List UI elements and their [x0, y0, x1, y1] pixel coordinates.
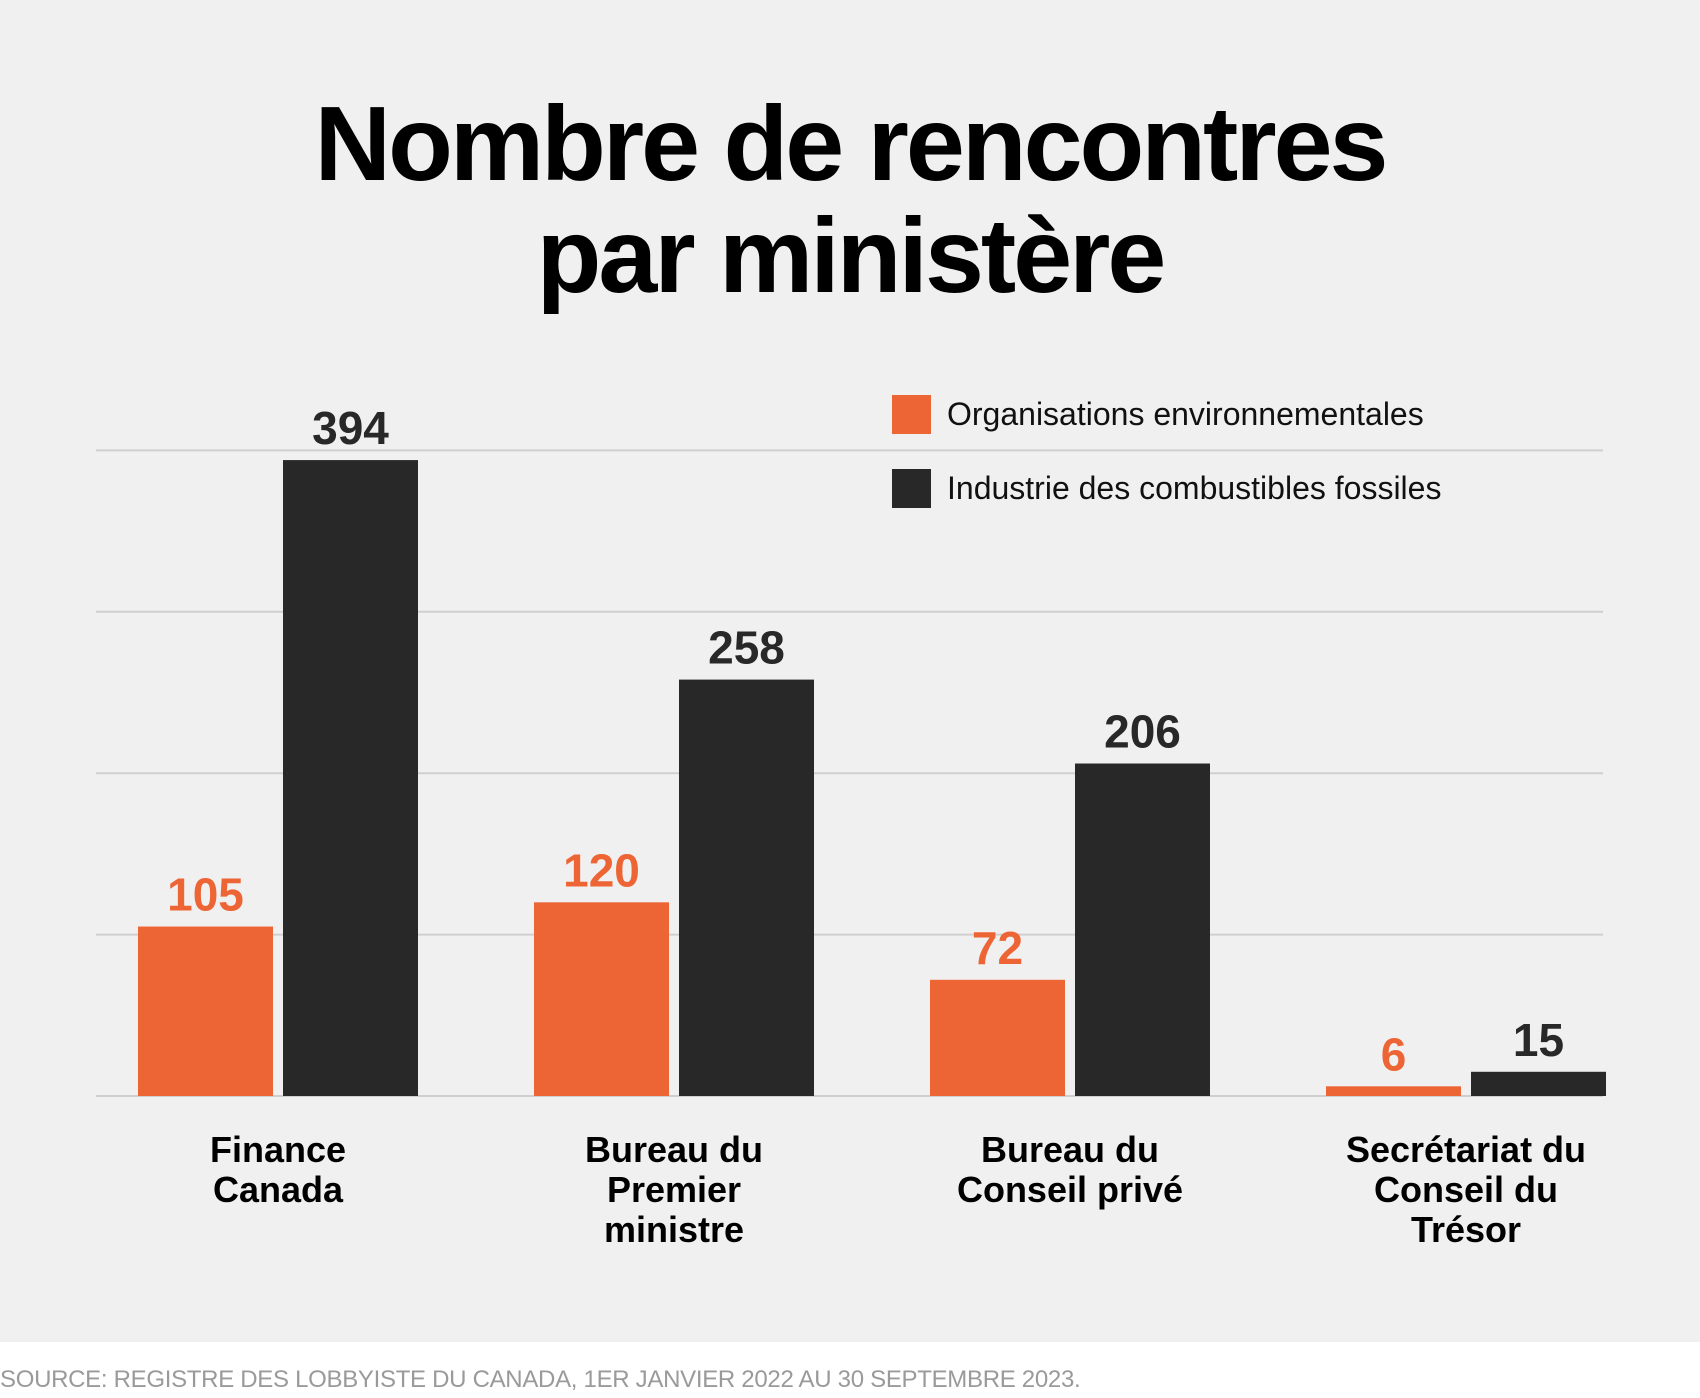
- legend-label: Organisations environnementales: [947, 396, 1424, 432]
- bar: [138, 926, 273, 1096]
- data-label: 15: [1513, 1014, 1564, 1066]
- legend-item-fossil: Industrie des combustibles fossiles: [892, 469, 1441, 508]
- title-line-1: Nombre de rencontres: [314, 85, 1389, 203]
- data-label: 72: [972, 922, 1023, 974]
- data-label: 206: [1104, 706, 1181, 758]
- category-label: Secrétariat du Conseil du Trésor: [1345, 1129, 1587, 1250]
- category-label: Finance Canada: [209, 1129, 347, 1210]
- legend-label: Industrie des combustibles fossiles: [947, 470, 1442, 506]
- chart-title: Nombre de rencontres par ministère: [0, 88, 1700, 312]
- data-label: 120: [563, 844, 640, 896]
- bar: [1471, 1071, 1606, 1096]
- data-label: 105: [167, 869, 244, 921]
- title-line-2: par ministère: [536, 197, 1167, 315]
- category-label: Bureau du Conseil privé: [956, 1129, 1184, 1210]
- bar: [283, 460, 418, 1097]
- bar-chart: 105 394 120 258 72 206 6 15: [96, 402, 1606, 1097]
- bar: [679, 679, 814, 1096]
- bar: [1075, 763, 1210, 1096]
- bar: [534, 902, 669, 1096]
- legend-item-environment: Organisations environnementales: [892, 395, 1424, 434]
- category-label: Bureau du Premier ministre: [584, 1129, 763, 1250]
- data-label: 394: [312, 402, 389, 454]
- bar: [1326, 1086, 1461, 1096]
- data-label: 258: [708, 622, 785, 674]
- legend-swatch-environment: [892, 395, 931, 434]
- data-label: 6: [1381, 1028, 1407, 1080]
- bar: [930, 979, 1065, 1096]
- source-note: SOURCE: REGISTRE DES LOBBYISTE DU CANADA…: [0, 1366, 1081, 1393]
- legend-swatch-fossil: [892, 469, 931, 508]
